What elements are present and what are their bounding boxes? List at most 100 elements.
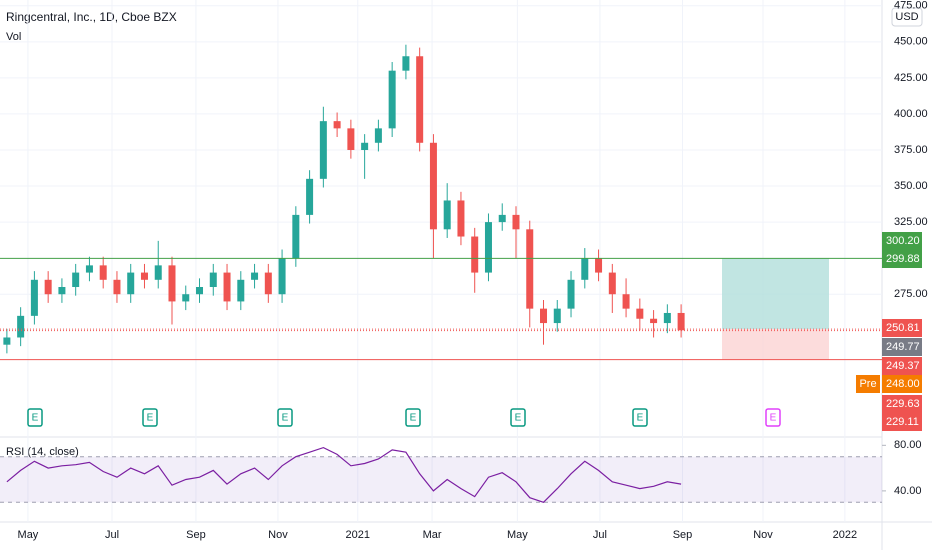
- price-tag-box: [856, 375, 880, 393]
- price-label-box: [882, 413, 922, 431]
- rsi-line: [6, 446, 682, 503]
- candle-body: [223, 272, 231, 302]
- y-tick-label: 450.00: [894, 36, 928, 48]
- y-tick-label: 275.00: [894, 288, 928, 300]
- candle-body: [512, 214, 520, 230]
- volume-label: Vol: [6, 31, 21, 43]
- candle-body: [540, 308, 548, 324]
- earnings-marker: [632, 408, 648, 427]
- price-label-box: [882, 375, 922, 393]
- price-label: 250.81: [886, 322, 920, 334]
- earnings-marker: [277, 408, 293, 427]
- price-label: 249.77: [886, 341, 920, 353]
- candle-body: [196, 287, 204, 295]
- candle-body: [17, 315, 25, 338]
- rsi-label: RSI (14, close): [6, 446, 79, 458]
- price-label-box: [882, 357, 922, 375]
- candle-body: [182, 294, 190, 302]
- candle-body: [677, 312, 685, 331]
- candle-body: [58, 287, 66, 295]
- price-label: 229.63: [886, 398, 920, 410]
- candle-body: [72, 272, 80, 288]
- price-label: 300.20: [886, 235, 920, 247]
- candle-body: [361, 142, 369, 150]
- price-label: 248.00: [886, 378, 920, 390]
- candle-body: [251, 272, 259, 280]
- candle-body: [85, 265, 93, 273]
- candle-body: [278, 258, 286, 295]
- y-tick-label: 475.00: [894, 0, 928, 12]
- candle-body: [595, 258, 603, 273]
- y-tick-label: 425.00: [894, 72, 928, 84]
- y-tick-label: 375.00: [894, 144, 928, 156]
- candle-body: [526, 229, 534, 309]
- candle-body: [140, 272, 148, 280]
- earnings-text: E: [32, 413, 39, 424]
- currency-box[interactable]: [891, 7, 923, 27]
- earnings-text: E: [637, 413, 644, 424]
- earnings-text: E: [770, 413, 777, 424]
- earnings-marker: [142, 408, 158, 427]
- x-tick-label: Sep: [186, 529, 206, 541]
- y-tick-label: 400.00: [894, 108, 928, 120]
- candle-body: [209, 272, 217, 288]
- candle-body: [292, 214, 300, 259]
- candle-body: [581, 258, 589, 280]
- earnings-text: E: [515, 413, 522, 424]
- candle-body: [319, 121, 327, 179]
- price-label: 249.37: [886, 360, 920, 372]
- candle-body: [663, 312, 671, 324]
- candle-body: [443, 200, 451, 230]
- candle-body: [457, 200, 465, 237]
- candle-body: [168, 265, 176, 302]
- candle-body: [636, 308, 644, 319]
- x-tick-label: 2022: [833, 529, 857, 541]
- chart-title: Ringcentral, Inc., 1D, Cboe BZX: [6, 10, 177, 24]
- rsi-tick-label: 80.00: [894, 439, 922, 451]
- rsi-band: [0, 456, 882, 503]
- currency: USD: [895, 11, 918, 23]
- candle-body: [622, 294, 630, 309]
- earnings-text: E: [410, 413, 417, 424]
- candle-body: [30, 279, 38, 316]
- x-tick-label: Mar: [423, 529, 442, 541]
- candle-body: [416, 56, 424, 143]
- candle-body: [388, 70, 396, 129]
- candle-body: [237, 279, 245, 302]
- candle-body: [3, 337, 11, 345]
- price-label: 229.11: [886, 416, 919, 428]
- x-tick-label: May: [18, 529, 39, 541]
- candle-body: [471, 236, 479, 273]
- candle-body: [113, 279, 121, 295]
- price-tag: Pre: [859, 378, 876, 390]
- y-tick-label: 325.00: [894, 216, 928, 228]
- x-tick-label: May: [507, 529, 528, 541]
- candle-body: [306, 178, 314, 215]
- earnings-marker: [405, 408, 421, 427]
- rsi-tick-label: 40.00: [894, 485, 922, 497]
- candle-body: [498, 214, 506, 223]
- candle-body: [264, 272, 272, 295]
- x-tick-label: Nov: [753, 529, 773, 541]
- position-profit: [722, 258, 829, 330]
- candle-body: [553, 308, 561, 324]
- x-tick-label: Jul: [105, 529, 119, 541]
- candle-body: [402, 56, 410, 71]
- price-label-box: [882, 395, 922, 413]
- candle-body: [567, 279, 575, 309]
- earnings-marker: [765, 408, 781, 427]
- y-tick-label: 350.00: [894, 180, 928, 192]
- candle-body: [99, 265, 107, 280]
- price-label-box: [882, 338, 922, 356]
- earnings-text: E: [282, 413, 289, 424]
- x-tick-label: Jul: [593, 529, 607, 541]
- x-tick-label: Nov: [268, 529, 288, 541]
- candle-body: [333, 121, 341, 129]
- candle-body: [429, 142, 437, 230]
- price-label-box: [882, 232, 922, 250]
- x-tick-label: 2021: [346, 529, 370, 541]
- earnings-marker: [510, 408, 526, 427]
- candle-body: [374, 128, 382, 143]
